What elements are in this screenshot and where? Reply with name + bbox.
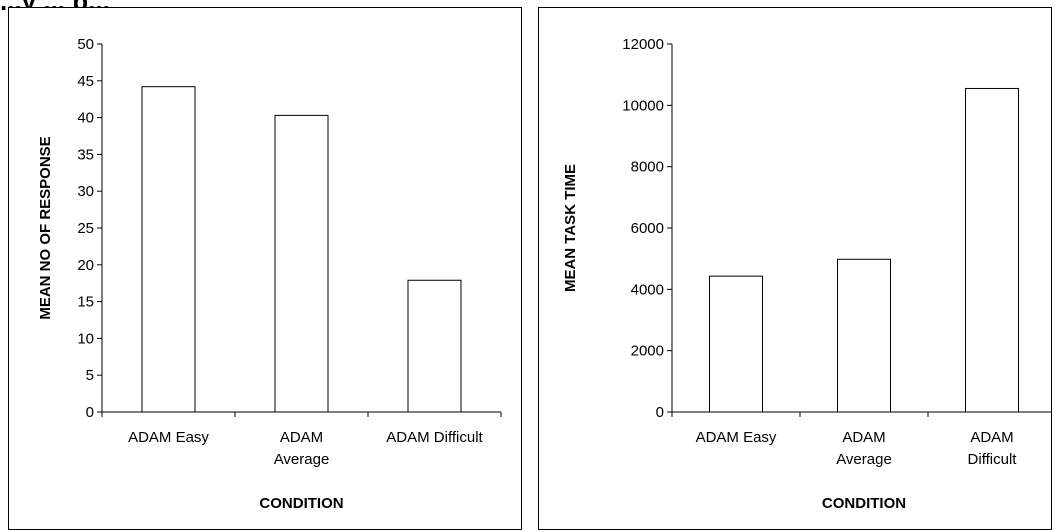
x-tick-label: ADAM (970, 429, 1013, 446)
x-tick-label: ADAM Easy (696, 429, 777, 446)
y-tick-label: 0 (86, 404, 94, 421)
x-tick-label: ADAM (842, 429, 885, 446)
bar (407, 279, 462, 413)
y-tick-label: 35 (77, 146, 94, 163)
y-tick-label: 8000 (631, 159, 664, 176)
chart-panel-responses: 0 5 10 15 20 25 30 35 40 45 50 ADAM Easy ADAM Average… (8, 7, 522, 530)
x-axis-title: CONDITION (259, 495, 343, 512)
bar (141, 86, 196, 413)
x-axis-title: CONDITION (822, 495, 906, 512)
bar-chart-responses: 0 5 10 15 20 25 30 35 40 45 50 ADAM Easy ADAM Average… (37, 36, 502, 512)
x-tick-label: Average (836, 451, 892, 468)
bar-chart-task-time: 0 2000 4000 6000 8000 10000 12000 ADAM Easy ADAM… (562, 36, 1051, 512)
y-axis-title: MEAN TASK TIME (562, 164, 579, 292)
bar (837, 258, 891, 413)
y-tick-label: 30 (77, 183, 94, 200)
y-tick-label: 40 (77, 110, 94, 127)
bar (965, 87, 1019, 413)
y-tick-label: 25 (77, 220, 94, 237)
y-tick-label: 4000 (631, 281, 664, 298)
chart-panel-task-time: 0 2000 4000 6000 8000 10000 12000 ADAM Easy ADAM… (538, 7, 1052, 530)
x-tick-label: Average (274, 451, 330, 468)
y-tick-label: 10000 (622, 97, 664, 114)
bar (274, 114, 329, 413)
y-tick-label: 0 (656, 404, 664, 421)
y-tick-label: 6000 (631, 220, 664, 237)
y-tick-label: 20 (77, 257, 94, 274)
y-tick-label: 5 (86, 367, 94, 384)
bar (709, 275, 763, 413)
y-tick-label: 2000 (631, 343, 664, 360)
y-tick-label: 15 (77, 294, 94, 311)
x-tick-label: ADAM Difficult (386, 429, 483, 446)
x-tick-label: Difficult (968, 451, 1018, 468)
y-tick-label: 10 (77, 330, 94, 347)
y-tick-label: 12000 (622, 36, 664, 53)
x-tick-label: ADAM (280, 429, 323, 446)
x-tick-label: ADAM Easy (128, 429, 209, 446)
y-tick-label: 50 (77, 36, 94, 53)
y-tick-label: 45 (77, 73, 94, 90)
y-axis-title: MEAN NO OF RESPONSE (37, 136, 54, 319)
